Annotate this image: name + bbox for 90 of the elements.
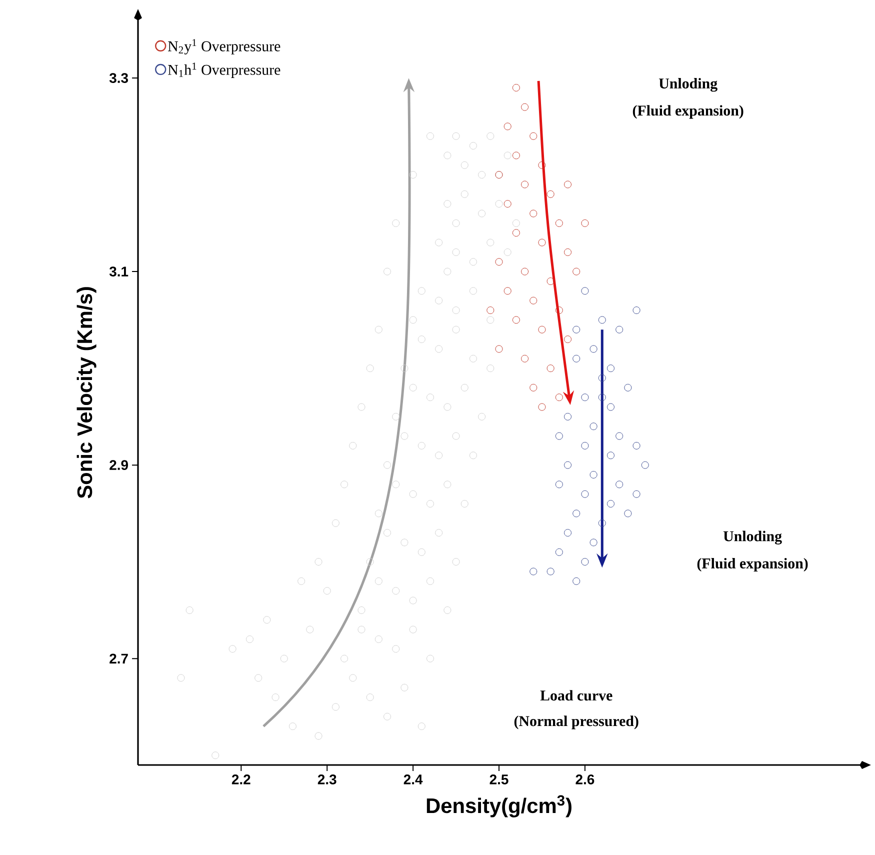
point xyxy=(581,394,589,402)
point xyxy=(521,103,529,111)
point xyxy=(564,529,572,537)
point xyxy=(624,510,632,518)
point xyxy=(641,461,649,469)
point xyxy=(495,258,503,266)
point xyxy=(530,132,538,140)
point xyxy=(564,336,572,344)
point xyxy=(564,461,572,469)
point xyxy=(504,200,512,208)
point xyxy=(521,268,529,276)
point xyxy=(555,432,563,440)
x-tick-label: 2.5 xyxy=(490,774,508,784)
point xyxy=(572,354,580,362)
point xyxy=(546,190,554,198)
point xyxy=(616,480,624,488)
point xyxy=(546,568,554,576)
point xyxy=(607,452,614,460)
annotation: (Normal pressured) xyxy=(514,716,638,730)
point xyxy=(538,238,546,246)
y-tick-label: 2.9 xyxy=(110,460,128,470)
point xyxy=(512,84,520,92)
point xyxy=(590,471,598,478)
y-axis-title: Sonic Velocity (Km/s) xyxy=(76,287,96,498)
point xyxy=(564,412,572,420)
point xyxy=(530,210,538,218)
point xyxy=(572,268,580,276)
point xyxy=(504,287,512,295)
y-tick-label: 3.3 xyxy=(109,73,128,83)
point xyxy=(598,374,606,382)
annotation: Unloding xyxy=(658,78,718,92)
annotation: Load curve xyxy=(540,690,612,701)
point xyxy=(564,248,572,256)
point xyxy=(555,219,563,227)
point xyxy=(530,568,538,576)
point xyxy=(598,316,606,324)
y-tick-label: 3.1 xyxy=(109,266,128,277)
point xyxy=(504,122,512,130)
point xyxy=(538,403,546,411)
point xyxy=(538,326,546,334)
point xyxy=(555,480,563,488)
point xyxy=(598,519,606,527)
point xyxy=(581,287,589,295)
point xyxy=(616,326,624,334)
point xyxy=(530,296,538,304)
point xyxy=(572,577,580,585)
point xyxy=(555,306,563,314)
point xyxy=(581,490,589,498)
point xyxy=(486,306,494,314)
point xyxy=(512,229,520,237)
point xyxy=(530,384,538,392)
point xyxy=(616,432,624,440)
point xyxy=(581,558,589,566)
x-tick-label: 2.2 xyxy=(232,774,250,784)
point xyxy=(581,442,589,450)
point xyxy=(590,422,598,430)
x-tick-label: 2.6 xyxy=(576,774,594,784)
legend-label: N$_{2}$y$^{1}$ Overpressure xyxy=(168,39,280,54)
point xyxy=(572,510,580,518)
point xyxy=(632,490,640,498)
x-axis-title: Density(g/cm$^{3}$) xyxy=(426,795,572,818)
point xyxy=(607,403,614,411)
point xyxy=(512,316,520,324)
point xyxy=(512,152,520,160)
legend-label: N$_{1}$h$^{1}$ Overpressure xyxy=(168,62,280,78)
point xyxy=(564,180,572,188)
point xyxy=(590,538,598,546)
point xyxy=(555,548,563,556)
point xyxy=(555,394,563,402)
point xyxy=(581,219,589,227)
point xyxy=(607,364,614,372)
point xyxy=(624,384,632,392)
annotation: Unloding xyxy=(723,530,782,544)
point xyxy=(572,326,580,334)
point xyxy=(538,161,546,169)
point xyxy=(598,394,606,402)
point xyxy=(632,442,640,450)
point xyxy=(521,354,529,362)
point xyxy=(546,278,554,285)
annotation: (Fluid expansion) xyxy=(632,105,744,119)
x-tick-label: 2.3 xyxy=(318,774,336,784)
point xyxy=(607,500,614,508)
point xyxy=(590,345,598,353)
point xyxy=(495,345,503,353)
x-tick-label: 2.4 xyxy=(404,774,423,784)
annotation: (Fluid expansion) xyxy=(697,558,808,572)
point xyxy=(521,180,529,188)
point xyxy=(632,306,640,314)
y-tick-label: 2.7 xyxy=(110,654,128,664)
point xyxy=(546,364,554,372)
